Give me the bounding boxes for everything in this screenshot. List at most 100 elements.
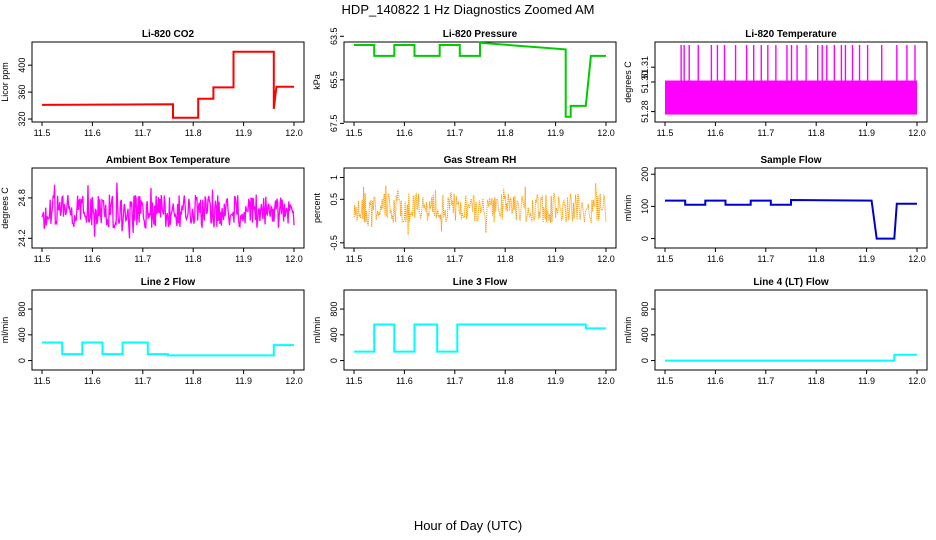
x-tick-label: 11.5 bbox=[346, 254, 363, 264]
x-tick-label: 11.7 bbox=[446, 128, 463, 138]
x-tick-label: 11.6 bbox=[396, 376, 413, 386]
x-tick-label: 11.8 bbox=[497, 128, 514, 138]
x-tick-label: 11.8 bbox=[185, 376, 202, 386]
series-line bbox=[665, 353, 917, 362]
x-tick-label: 11.6 bbox=[84, 128, 101, 138]
x-tick-label: 11.5 bbox=[657, 376, 674, 386]
series-band bbox=[665, 80, 917, 115]
y-tick-label: 0 bbox=[17, 358, 27, 363]
y-axis-label: ml/min bbox=[623, 317, 633, 344]
y-tick-label: -0.5 bbox=[329, 235, 339, 251]
series-6 bbox=[665, 198, 917, 240]
x-tick-label: 11.9 bbox=[547, 128, 564, 138]
y-tick-label: 0 bbox=[640, 236, 650, 241]
plot-frame bbox=[31, 167, 305, 249]
x-tick-label: 11.7 bbox=[446, 376, 463, 386]
plot-frame bbox=[343, 167, 617, 249]
x-tick-label: 11.5 bbox=[657, 128, 674, 138]
chart-panel-7: Line 2 Flow ml/min 11.5 11.6 11.7 11.8 11.9 12.… bbox=[0, 277, 305, 386]
x-tick-label: 11.6 bbox=[707, 376, 724, 386]
y-tick-label: 51.28 bbox=[640, 100, 650, 123]
plot-frame bbox=[31, 289, 305, 371]
x-tick-label: 11.8 bbox=[808, 254, 825, 264]
series-line bbox=[665, 198, 917, 240]
chart-panel-3: Li-820 Temperature degrees C 11.5 11.6 11.7 1… bbox=[623, 29, 928, 138]
series-points bbox=[353, 183, 607, 236]
y-tick-label: 0 bbox=[329, 358, 339, 363]
panel-title: Li-820 CO2 bbox=[142, 29, 195, 40]
panel-title: Li-820 Temperature bbox=[745, 29, 837, 40]
y-tick-label: 24.2 bbox=[17, 230, 27, 248]
x-tick-label: 11.8 bbox=[497, 376, 514, 386]
panel-title: Ambient Box Temperature bbox=[106, 155, 231, 166]
x-tick-label: 11.6 bbox=[396, 128, 413, 138]
series-line bbox=[354, 323, 606, 353]
y-axis-label: ml/min bbox=[623, 195, 633, 222]
y-tick-label: 320 bbox=[17, 111, 27, 126]
x-tick-label: 11.7 bbox=[757, 376, 774, 386]
x-tick-label: 12.0 bbox=[908, 376, 926, 386]
x-tick-label: 11.6 bbox=[84, 376, 101, 386]
x-tick-label: 11.6 bbox=[84, 254, 101, 264]
y-tick-label: 0.5 bbox=[329, 193, 339, 206]
x-tick-label: 11.9 bbox=[858, 376, 875, 386]
series-3 bbox=[665, 45, 917, 115]
y-tick-label: 24.8 bbox=[17, 189, 27, 207]
x-tick-label: 11.9 bbox=[235, 128, 252, 138]
panel-title: Line 3 Flow bbox=[453, 277, 508, 288]
x-tick-label: 11.9 bbox=[547, 254, 564, 264]
y-axis-label: percent bbox=[312, 192, 322, 223]
series-5 bbox=[353, 183, 607, 236]
series-line bbox=[42, 341, 294, 357]
x-tick-label: 11.7 bbox=[757, 254, 774, 264]
x-tick-label: 11.8 bbox=[808, 128, 825, 138]
y-axis-label: ml/min bbox=[312, 317, 322, 344]
series-line bbox=[41, 182, 295, 239]
chart-panel-8: Line 3 Flow ml/min 11.5 11.6 11.7 11.8 11.9 12.… bbox=[312, 277, 617, 386]
y-axis-label: Licor ppm bbox=[0, 62, 10, 102]
x-tick-label: 11.9 bbox=[858, 254, 875, 264]
y-axis-label: kPa bbox=[312, 74, 322, 90]
x-tick-label: 11.5 bbox=[34, 376, 51, 386]
series-9 bbox=[665, 353, 917, 362]
series-7 bbox=[42, 341, 294, 357]
x-tick-label: 11.6 bbox=[707, 128, 724, 138]
plot-frame bbox=[654, 167, 928, 249]
chart-panel-4: Ambient Box Temperature degrees C 11.5 11.6… bbox=[0, 155, 305, 264]
y-tick-label: 400 bbox=[640, 327, 650, 342]
series-4 bbox=[41, 182, 295, 239]
panel-title: Gas Stream RH bbox=[444, 155, 517, 166]
x-tick-label: 11.7 bbox=[134, 376, 151, 386]
x-tick-label: 12.0 bbox=[285, 376, 303, 386]
x-tick-label: 11.8 bbox=[185, 128, 202, 138]
x-tick-label: 11.9 bbox=[235, 254, 252, 264]
plot-frame bbox=[343, 289, 617, 371]
x-tick-label: 12.0 bbox=[597, 254, 615, 264]
x-tick-label: 11.7 bbox=[446, 254, 463, 264]
panel-title: Line 4 (LT) Flow bbox=[753, 277, 829, 288]
x-tick-label: 11.9 bbox=[235, 376, 252, 386]
x-tick-label: 12.0 bbox=[908, 254, 926, 264]
x-tick-label: 11.6 bbox=[707, 254, 724, 264]
y-tick-label: 800 bbox=[329, 302, 339, 317]
x-tick-label: 12.0 bbox=[597, 128, 615, 138]
figure-title: HDP_140822 1 Hz Diagnostics Zoomed AM bbox=[341, 2, 595, 17]
y-tick-label: 0 bbox=[640, 358, 650, 363]
x-tick-label: 11.9 bbox=[858, 128, 875, 138]
y-tick-label: 63.5 bbox=[329, 28, 339, 46]
chart-panel-9: Line 4 (LT) Flow ml/min 11.5 11.6 11.7 11.8 11… bbox=[623, 277, 928, 386]
x-tick-label: 11.8 bbox=[497, 254, 514, 264]
series-line bbox=[354, 41, 606, 118]
x-tick-label: 11.5 bbox=[346, 376, 363, 386]
x-tick-label: 11.8 bbox=[808, 376, 825, 386]
x-tick-label: 11.9 bbox=[547, 376, 564, 386]
y-axis-label: degrees C bbox=[0, 187, 10, 229]
series-2 bbox=[354, 41, 606, 118]
chart-panel-2: Li-820 Pressure kPa 11.5 11.6 11.7 11.8 11.9 12… bbox=[312, 28, 617, 138]
y-tick-label: 400 bbox=[17, 327, 27, 342]
chart-panel-6: Sample Flow ml/min 11.5 11.6 11.7 11.8 11.9 12.… bbox=[623, 155, 928, 264]
x-tick-label: 11.7 bbox=[134, 254, 151, 264]
x-tick-label: 11.8 bbox=[185, 254, 202, 264]
x-tick-label: 11.5 bbox=[34, 254, 51, 264]
